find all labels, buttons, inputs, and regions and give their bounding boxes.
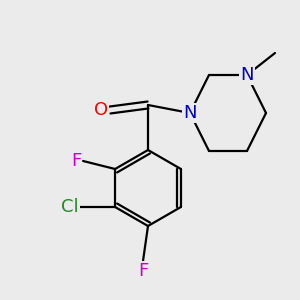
Text: F: F — [138, 262, 148, 280]
Text: F: F — [71, 152, 81, 170]
Text: O: O — [94, 101, 108, 119]
Text: N: N — [240, 66, 254, 84]
Text: N: N — [183, 104, 197, 122]
Text: Cl: Cl — [61, 198, 79, 216]
